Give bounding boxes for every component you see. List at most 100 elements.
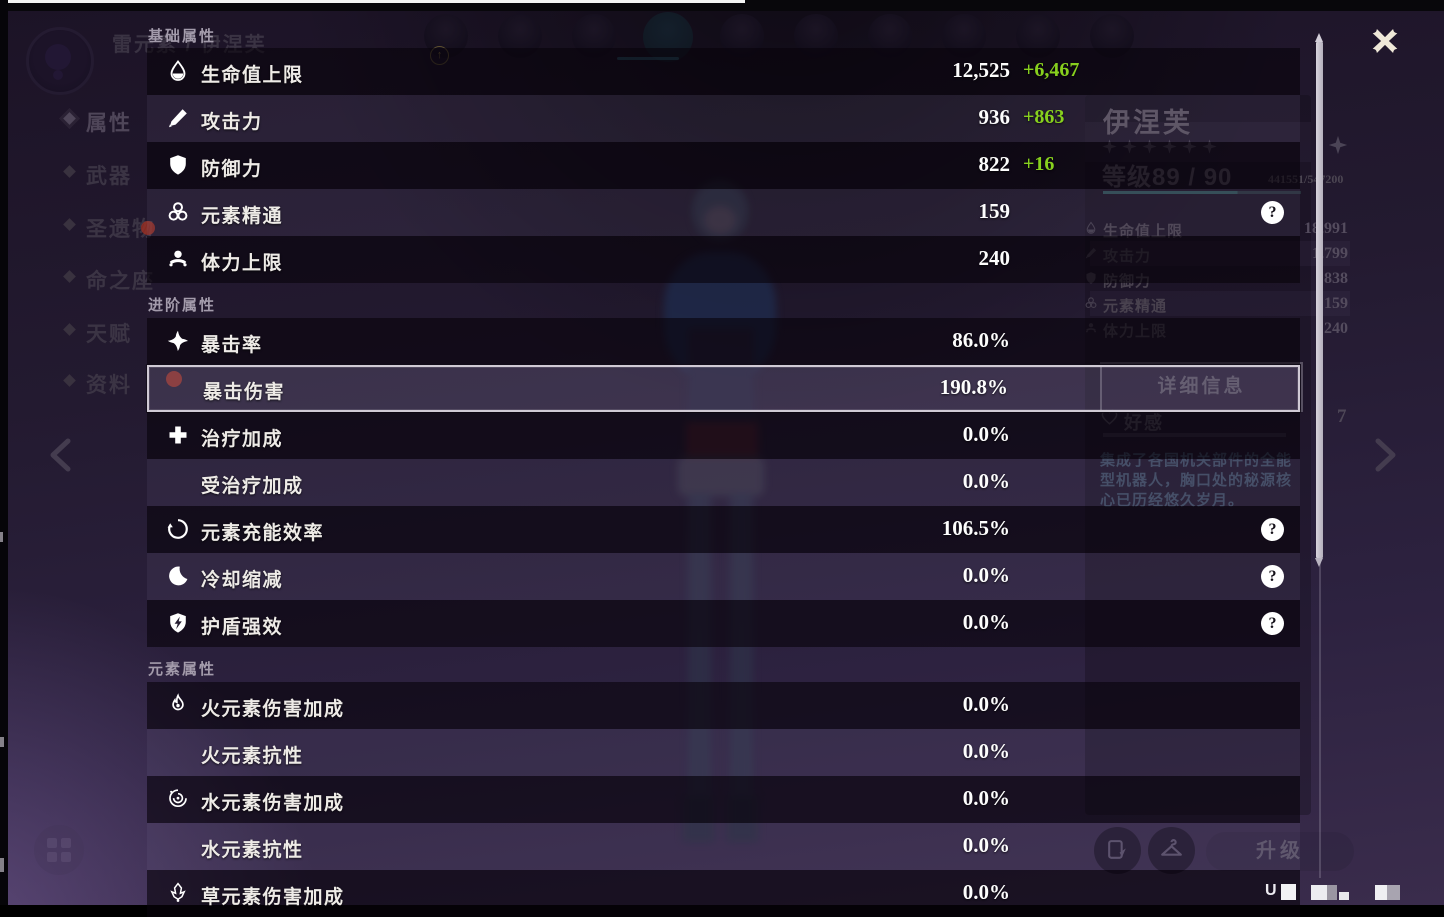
stat-value: 0.0%: [962, 563, 1010, 587]
screen-artifact: [0, 858, 4, 872]
card-stat-value: 159: [1324, 295, 1348, 312]
card-stat-value: 838: [1324, 270, 1348, 287]
help-icon[interactable]: ?: [1261, 518, 1284, 541]
stat-label: 冷却缩减: [201, 570, 284, 591]
sparkle-icon: [1327, 134, 1349, 161]
upgrade-button[interactable]: 升级: [1206, 832, 1354, 871]
stat-label: 草元素伤害加成: [201, 887, 345, 908]
stat-bonus: +6,467: [1023, 59, 1080, 81]
stat-label: 护盾强效: [201, 617, 284, 638]
stat-row[interactable]: 攻击力 936 +863: [147, 95, 1300, 142]
stat-row[interactable]: 水元素伤害加成 0.0%: [147, 776, 1300, 823]
stat-value: 0.0%: [962, 692, 1010, 716]
hydro-icon: [166, 787, 190, 811]
uid-redaction: [1281, 884, 1296, 900]
sidebar-item-talents[interactable]: 天赋: [86, 318, 132, 348]
stat-row[interactable]: 治疗加成 0.0%: [147, 412, 1300, 459]
stat-value: 240: [978, 246, 1011, 270]
stat-value: 190.8%: [939, 375, 1008, 399]
stat-value: 12,525: [952, 58, 1010, 82]
stat-row[interactable]: 水元素抗性 0.0%: [147, 823, 1300, 870]
stat-label: 水元素伤害加成: [201, 793, 345, 814]
stat-row[interactable]: 草元素伤害加成 0.0%: [147, 870, 1300, 917]
help-icon[interactable]: ?: [1261, 612, 1284, 635]
sidebar-item-profile[interactable]: 资料: [86, 369, 132, 399]
uid-redaction: [1311, 885, 1327, 900]
stat-label: 防御力: [201, 159, 263, 180]
card-stat-row: 生命值上限 18,991: [1086, 216, 1350, 241]
top-black-bar: [0, 0, 1444, 11]
stat-label: 暴击伤害: [203, 382, 286, 403]
stat-label: 治疗加成: [201, 429, 284, 450]
stat-value: 86.0%: [952, 328, 1010, 352]
stat-label: 元素充能效率: [201, 523, 325, 544]
stat-value: 0.0%: [962, 786, 1010, 810]
stat-value: 0.0%: [962, 610, 1010, 634]
help-icon[interactable]: ?: [1261, 201, 1284, 224]
stat-row[interactable]: 生命值上限 12,525 +6,467: [147, 48, 1300, 95]
stat-row[interactable]: 冷却缩减 0.0%?: [147, 553, 1300, 600]
card-stat-value: 240: [1324, 320, 1348, 337]
page-right-button[interactable]: [1374, 438, 1400, 472]
atk-icon: [166, 106, 190, 130]
stat-label: 火元素抗性: [201, 746, 304, 767]
stat-label: 生命值上限: [201, 65, 304, 86]
stat-row[interactable]: 受治疗加成 0.0%: [147, 459, 1300, 506]
stat-row[interactable]: 护盾强效 0.0%?: [147, 600, 1300, 647]
stat-value: 106.5%: [941, 516, 1010, 540]
sidebar-item-constellation[interactable]: 命之座: [86, 265, 155, 295]
stat-label: 元素精通: [201, 206, 284, 227]
switch-view-button[interactable]: [1094, 827, 1141, 874]
stat-value: 0.0%: [962, 422, 1010, 446]
hp-icon: [166, 59, 190, 83]
card-stat-label: 元素精通: [1103, 298, 1168, 315]
stat-value: 936: [978, 105, 1011, 129]
crit-rate-icon: [166, 329, 190, 353]
uid-redaction: [1327, 885, 1337, 900]
screen-artifact: [0, 532, 3, 542]
section-header: 元素属性: [148, 661, 217, 678]
help-icon[interactable]: ?: [1261, 565, 1284, 588]
element-emblem-icon: [26, 27, 94, 95]
stat-value: 0.0%: [962, 469, 1010, 493]
notification-badge: [141, 221, 155, 235]
stat-label: 暴击率: [201, 335, 263, 356]
page-left-button[interactable]: [46, 438, 72, 472]
stamina-icon: [166, 247, 190, 271]
def-icon: [166, 153, 190, 177]
card-stat-row: 元素精通 159: [1085, 291, 1350, 316]
close-icon: [1372, 29, 1398, 53]
sidebar-item-artifacts[interactable]: 圣遗物: [86, 213, 155, 243]
uid-text: U: [1265, 882, 1277, 899]
stat-row[interactable]: 体力上限 240: [147, 236, 1300, 283]
hp-icon: [1084, 221, 1098, 240]
stat-label: 体力上限: [201, 253, 284, 274]
stat-row[interactable]: 暴击伤害 190.8%: [147, 365, 1300, 412]
outfit-button[interactable]: [1148, 827, 1195, 874]
elemental-mastery-icon: [166, 200, 190, 224]
stat-row[interactable]: 防御力 822 +16: [147, 142, 1300, 189]
card-stat-value: 18,991: [1304, 220, 1348, 237]
close-button[interactable]: [1363, 21, 1407, 63]
friendship-level: 7: [1337, 406, 1347, 427]
sidebar-item-weapon[interactable]: 武器: [86, 160, 132, 190]
notification-badge: [166, 371, 182, 387]
uid-redaction: [1375, 885, 1387, 900]
cooldown-reduction-icon: [166, 564, 190, 588]
pyro-icon: [166, 693, 190, 717]
scrollbar-thumb[interactable]: [1315, 33, 1323, 567]
stat-label: 火元素伤害加成: [201, 699, 345, 720]
sidebar-item-attributes[interactable]: 属性: [86, 107, 132, 137]
card-stat-label: 生命值上限: [1103, 223, 1184, 240]
uid-redaction: [1339, 892, 1349, 900]
uid-redaction: [1387, 885, 1400, 900]
left-black-bar: [0, 0, 8, 905]
stat-row[interactable]: 暴击率 86.0%: [147, 318, 1300, 365]
stat-row[interactable]: 元素充能效率 106.5%?: [147, 506, 1300, 553]
section-header: 进阶属性: [148, 297, 217, 314]
menu-grid-button[interactable]: [34, 825, 84, 875]
stat-row[interactable]: 元素精通 159?: [147, 189, 1300, 236]
stat-row[interactable]: 火元素抗性 0.0%: [147, 729, 1300, 776]
stat-row[interactable]: 火元素伤害加成 0.0%: [147, 682, 1300, 729]
stat-value: 0.0%: [962, 833, 1010, 857]
